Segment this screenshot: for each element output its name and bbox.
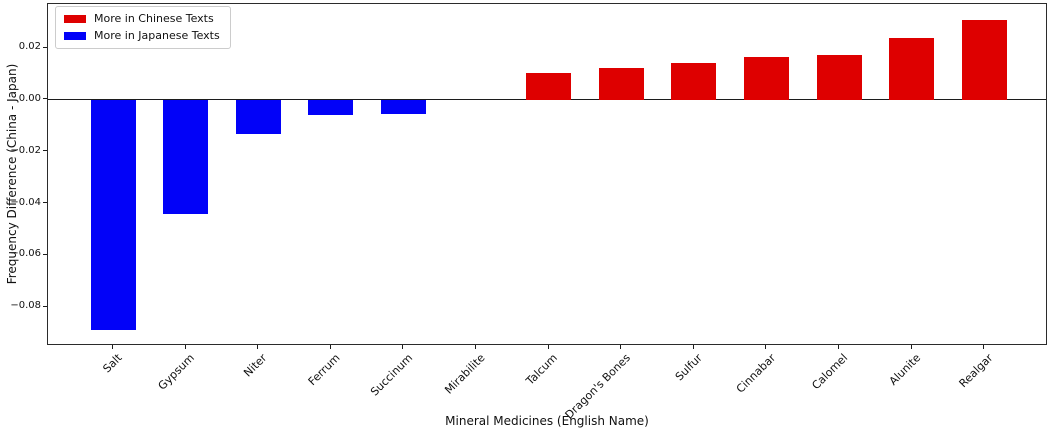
y-tick-label: −0.08 [10,300,41,312]
x-tick-label-gypsum: Gypsum [155,351,198,393]
legend-item: More in Japanese Texts [64,30,220,42]
bar-sulfur [671,62,717,100]
legend: More in Chinese Texts More in Japanese Te… [55,6,231,49]
y-tick-mark [43,98,47,100]
x-tick-mark [402,345,404,349]
x-tick-label-calomel: Calomel [809,351,851,393]
bar-alunite [889,38,935,100]
x-tick-mark [910,345,912,349]
legend-label: More in Chinese Texts [94,12,214,25]
y-tick-label: 0.00 [18,92,41,104]
x-tick-label-cinnabar: Cinnabar [733,351,778,396]
x-tick-mark [692,345,694,349]
y-tick-mark [43,46,47,48]
x-tick-label-ferrum: Ferrum [305,351,343,389]
x-tick-mark [838,345,839,349]
zero-baseline [48,99,1046,101]
x-tick-mark [257,345,259,349]
x-tick-label-alunite: Alunite [886,351,924,388]
x-tick-mark [620,345,622,349]
x-tick-mark [983,345,985,349]
x-tick-label-niter: Niter [241,351,270,380]
x-tick-mark [475,345,476,349]
x-tick-label-realgar: Realgar [956,351,996,391]
plot-area [47,3,1047,345]
x-tick-label-succinum: Succinum [367,351,415,399]
legend-swatch-icon [64,15,86,23]
y-tick-label: −0.02 [10,144,41,156]
x-tick-label-mirabilite: Mirabilite [442,351,488,397]
bar-calomel [816,55,862,100]
y-tick-mark [43,253,47,255]
bar-ferrum [308,99,354,116]
x-tick-mark [112,345,113,349]
y-tick-mark [43,202,47,203]
x-tick-label-dragon-s-bones: Dragon's Bones [562,351,633,422]
y-tick-label: −0.06 [10,248,41,260]
x-tick-mark [329,345,331,349]
x-tick-mark [184,345,186,349]
y-tick-mark [43,305,47,307]
x-axis-title: Mineral Medicines (English Name) [445,414,649,428]
bar-gypsum [163,99,209,214]
y-tick-label: −0.04 [10,196,41,208]
legend-item: More in Chinese Texts [64,13,220,25]
bar-talcum [526,73,572,100]
legend-swatch-icon [64,32,86,40]
y-tick-mark [43,150,47,152]
y-tick-label: 0.02 [18,41,41,53]
bar-salt [90,99,136,331]
bar-niter [235,99,281,134]
legend-label: More in Japanese Texts [94,29,220,42]
x-tick-label-talcum: Talcum [523,351,561,388]
x-tick-mark [547,345,549,349]
bar-realgar [961,19,1007,100]
x-tick-label-salt: Salt [100,351,125,376]
bar-dragon-s-bones [598,68,644,100]
x-tick-mark [765,345,767,349]
bar-cinnabar [743,57,789,100]
x-tick-label-sulfur: Sulfur [673,351,706,384]
bar-succinum [380,99,426,115]
